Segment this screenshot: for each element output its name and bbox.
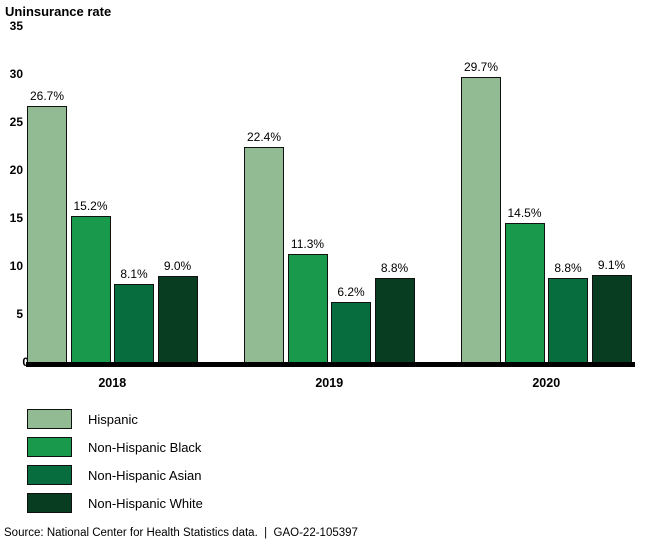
bar-value-label: 6.2% xyxy=(337,285,365,299)
chart-title: Uninsurance rate xyxy=(5,4,112,19)
legend-item-non-hispanic-asian: Non-Hispanic Asian xyxy=(27,465,203,485)
bar-non-hispanic-black-2018 xyxy=(70,216,111,362)
legend-item-hispanic: Hispanic xyxy=(27,409,203,429)
legend-label: Non-Hispanic Black xyxy=(88,439,202,455)
bar-hispanic-2018 xyxy=(27,106,67,362)
bar-non-hispanic-black-2019 xyxy=(287,254,328,362)
x-tick-label: 2018 xyxy=(98,376,127,390)
legend-item-non-hispanic-black: Non-Hispanic Black xyxy=(27,437,203,457)
bar-non-hispanic-white-2018 xyxy=(157,276,198,362)
y-tick-label: 30 xyxy=(9,67,23,81)
bar-value-label: 9.1% xyxy=(597,258,626,272)
x-tick-label: 2020 xyxy=(532,376,561,390)
bar-value-label: 11.3% xyxy=(290,237,325,251)
x-tick-label: 2019 xyxy=(315,376,344,390)
bar-non-hispanic-black-2020 xyxy=(504,223,545,362)
y-tick-label: 25 xyxy=(9,115,23,129)
bar-value-label: 29.7% xyxy=(463,60,499,74)
bar-value-label: 8.1% xyxy=(120,267,148,281)
bar-hispanic-2020 xyxy=(461,77,501,362)
bar-non-hispanic-asian-2020 xyxy=(548,278,588,362)
bar-non-hispanic-asian-2018 xyxy=(114,284,154,362)
bar-value-label: 14.5% xyxy=(507,206,542,220)
source-note: Source: National Center for Health Stati… xyxy=(4,527,358,539)
legend: Hispanic Non-Hispanic Black Non-Hispanic A… xyxy=(27,409,203,513)
legend-label: Non-Hispanic White xyxy=(88,495,203,511)
y-tick-label: 15 xyxy=(9,211,23,225)
legend-label: Non-Hispanic Asian xyxy=(88,467,202,483)
y-tick-label: 5 xyxy=(16,307,23,321)
y-tick-label: 20 xyxy=(9,163,23,177)
legend-swatch xyxy=(27,437,72,457)
bar-value-label: 9.0% xyxy=(163,259,192,273)
bar-non-hispanic-white-2020 xyxy=(591,275,632,362)
legend-item-non-hispanic-white: Non-Hispanic White xyxy=(27,493,203,513)
legend-swatch xyxy=(27,465,72,485)
y-tick-label: 35 xyxy=(9,19,23,33)
bar-non-hispanic-white-2019 xyxy=(374,278,415,362)
bar-value-label: 26.7% xyxy=(29,89,65,103)
bar-hispanic-2019 xyxy=(244,147,284,362)
y-tick-label: 10 xyxy=(9,259,23,273)
legend-label: Hispanic xyxy=(88,411,138,427)
bar-value-label: 15.2% xyxy=(73,199,108,213)
legend-swatch xyxy=(27,409,72,429)
x-axis-line xyxy=(26,362,635,367)
y-tick-label: 0 xyxy=(7,355,29,369)
bar-value-label: 8.8% xyxy=(554,261,582,275)
bar-value-label: 8.8% xyxy=(380,261,409,275)
legend-swatch xyxy=(27,493,72,513)
bar-value-label: 22.4% xyxy=(246,130,282,144)
bar-non-hispanic-asian-2019 xyxy=(331,302,371,362)
